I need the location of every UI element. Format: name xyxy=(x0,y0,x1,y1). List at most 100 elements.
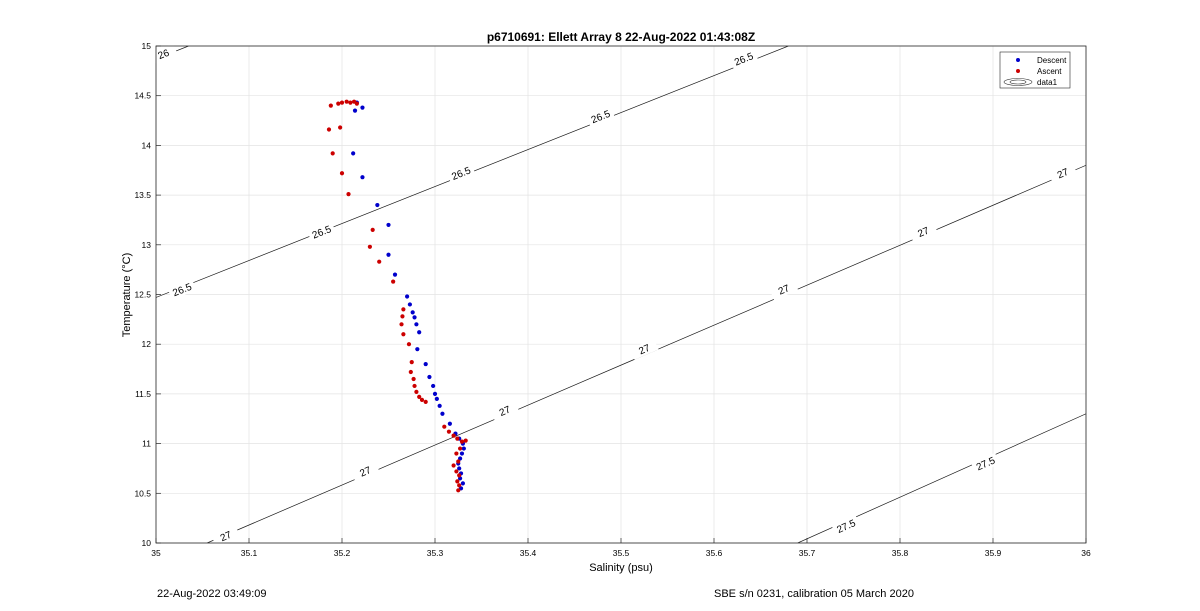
ascent-point xyxy=(454,469,459,474)
ascent-point xyxy=(409,359,414,365)
descent-point xyxy=(434,396,439,401)
descent-point xyxy=(360,105,365,110)
ascent-point xyxy=(406,342,412,347)
contour-label-bg xyxy=(1048,162,1078,184)
ascent-point xyxy=(346,192,351,197)
contour-label: 27 xyxy=(1056,167,1071,182)
ascent-point xyxy=(457,473,462,478)
data-points xyxy=(326,99,468,493)
descent-point xyxy=(423,361,428,367)
ascent-point xyxy=(455,479,460,484)
ascent-point xyxy=(456,488,461,493)
legend-contour-icon-inner xyxy=(1009,79,1027,85)
legend-descent-marker xyxy=(1016,58,1020,62)
legend-box xyxy=(999,51,1071,89)
ascent-point xyxy=(463,438,468,443)
contour-label-bg xyxy=(490,400,520,422)
descent-point xyxy=(431,383,436,389)
descent-point xyxy=(351,151,356,156)
y-tick-label: 11.5 xyxy=(135,389,151,399)
descent-point xyxy=(461,446,466,451)
legend-data1-label: data1 xyxy=(1037,78,1058,87)
ascent-point xyxy=(457,483,462,488)
ascent-point xyxy=(423,399,428,404)
contour-label: 27 xyxy=(777,283,792,298)
contour-label-bg xyxy=(831,515,861,537)
x-tick-label: 35.8 xyxy=(892,548,909,558)
contour-label: 27 xyxy=(637,343,652,358)
contour-label-bg xyxy=(586,106,615,127)
ascent-point xyxy=(330,151,335,156)
contour-label-bg xyxy=(908,221,938,243)
descent-point xyxy=(459,451,465,456)
ascent-point xyxy=(459,439,465,444)
descent-point xyxy=(392,272,398,277)
contour-label-bg xyxy=(729,48,759,70)
contour-label: 27 xyxy=(358,465,373,480)
ascent-point xyxy=(354,101,359,106)
y-tick-label: 13.5 xyxy=(134,190,151,200)
x-tick-label: 35.3 xyxy=(427,548,444,558)
descent-point xyxy=(447,421,452,426)
ascent-point xyxy=(456,459,461,464)
x-tick-label: 35.5 xyxy=(613,548,630,558)
descent-point xyxy=(460,481,465,486)
ascent-point xyxy=(401,307,406,312)
contour-label-bg xyxy=(769,278,799,301)
ascent-point xyxy=(401,332,406,337)
contour-label-bg xyxy=(307,221,336,243)
ascent-point xyxy=(412,383,417,389)
descent-point xyxy=(352,108,358,113)
x-tick-label: 35.9 xyxy=(985,548,1002,558)
chart-title: p6710691: Ellett Array 8 22-Aug-2022 01:… xyxy=(487,30,755,44)
ascent-point xyxy=(417,394,422,399)
y-tick-label: 14.5 xyxy=(134,91,151,101)
descent-point xyxy=(415,347,420,352)
contour-label-bg xyxy=(971,452,1000,475)
ascent-point xyxy=(419,397,425,402)
ascent-point xyxy=(400,314,405,319)
ascent-point xyxy=(458,446,463,451)
y-tick-label: 13 xyxy=(142,240,152,250)
y-tick-label: 10 xyxy=(142,538,152,548)
ascent-point xyxy=(326,127,332,132)
descent-point xyxy=(440,411,445,416)
y-tick-label: 12 xyxy=(142,339,152,349)
axis-ticks: 35 35.1 35.2 35.3 35.4 35.5 35.6 35.7 35.8 35.9 36… xyxy=(134,41,1091,558)
legend-ascent-marker xyxy=(1016,69,1020,73)
descent-point xyxy=(407,302,412,307)
descent-point xyxy=(375,202,380,208)
x-tick-label: 35 xyxy=(151,548,161,558)
y-tick-label: 15 xyxy=(142,41,152,51)
ascent-point xyxy=(339,100,345,105)
descent-point xyxy=(410,310,415,315)
descent-point xyxy=(432,391,438,396)
descent-point xyxy=(386,252,391,257)
descent-point xyxy=(457,466,462,471)
contour-label: 27 xyxy=(916,225,931,240)
footer-calibration: SBE s/n 0231, calibration 05 March 2020 xyxy=(714,588,914,600)
ascent-point xyxy=(328,103,333,108)
y-tick-label: 12.5 xyxy=(134,290,151,300)
ascent-point xyxy=(399,322,404,327)
x-tick-label: 35.1 xyxy=(241,548,258,558)
descent-point xyxy=(412,315,417,320)
x-tick-label: 35.6 xyxy=(706,548,723,558)
contour-label: 27 xyxy=(498,404,513,419)
ascent-point xyxy=(367,244,372,249)
footer-timestamp: 22-Aug-2022 03:49:09 xyxy=(157,588,267,600)
ascent-point xyxy=(336,101,341,106)
ascent-point xyxy=(344,99,349,104)
descent-point xyxy=(427,374,432,380)
y-axis-label: Temperature (°C) xyxy=(121,253,133,337)
ascent-point xyxy=(348,100,353,105)
density-contours: 2626.526.526.526.526.52727272727272727.5… xyxy=(149,43,1086,547)
legend-contour-icon xyxy=(1003,78,1033,86)
ascent-point xyxy=(442,424,447,429)
ascent-point xyxy=(451,433,456,438)
ascent-point xyxy=(414,389,419,395)
descent-point xyxy=(386,222,391,228)
descent-point xyxy=(437,403,442,408)
x-tick-label: 36 xyxy=(1081,548,1091,558)
